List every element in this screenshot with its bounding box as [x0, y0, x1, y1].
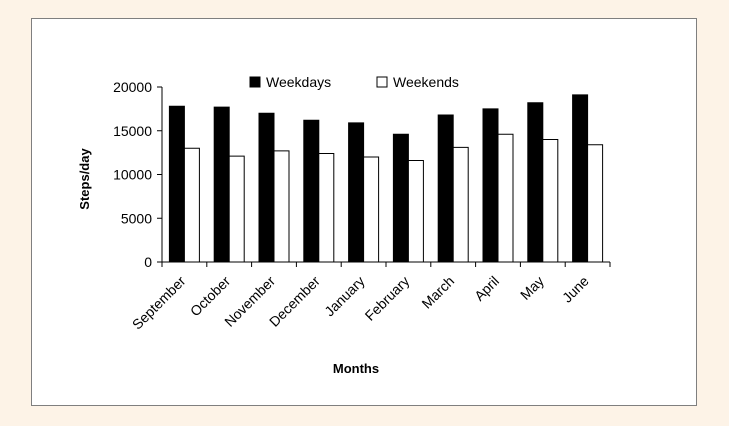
x-tick-label: May	[517, 273, 547, 303]
x-axis-title: Months	[333, 361, 379, 376]
bar-weekends	[273, 150, 290, 263]
bar-weekdays	[168, 105, 185, 263]
bar-weekends	[318, 153, 335, 263]
bar-weekends	[183, 147, 200, 263]
bar-weekdays	[303, 119, 320, 263]
bar-weekends	[407, 160, 424, 263]
y-axis-title: Steps/day	[77, 148, 92, 210]
bar-weekdays	[527, 102, 544, 263]
y-axis: 0 5000 10000 15000 20000	[113, 79, 163, 270]
bar-weekdays	[572, 94, 589, 263]
bar-weekends	[228, 155, 245, 263]
bar-weekdays	[213, 106, 230, 263]
legend-label-weekends: Weekends	[393, 74, 459, 90]
x-tick-label: March	[418, 273, 457, 312]
bar-weekdays	[482, 108, 499, 263]
bar-weekends	[497, 133, 514, 263]
bar-weekdays	[437, 114, 454, 263]
legend-swatch-weekends	[376, 76, 388, 88]
bars	[168, 94, 604, 263]
bar-weekdays	[392, 133, 409, 263]
y-tick-label: 10000	[113, 167, 152, 183]
y-tick-label: 20000	[113, 79, 152, 95]
bar-weekdays	[348, 122, 365, 263]
legend: Weekdays Weekends	[249, 74, 459, 90]
bar-chart: Weekdays Weekends 0 5000 10000 15000 20000 Se…	[77, 74, 611, 376]
bar-weekdays	[258, 112, 275, 263]
x-tick-label: April	[471, 273, 502, 304]
y-tick-label: 0	[144, 254, 152, 270]
x-tick-label: September	[129, 273, 189, 333]
x-axis: SeptemberOctoberNovemberDecemberJanuaryF…	[129, 261, 611, 333]
bar-weekends	[542, 139, 559, 263]
legend-swatch-weekdays	[249, 76, 261, 88]
legend-label-weekdays: Weekdays	[266, 74, 331, 90]
y-tick-label: 15000	[113, 123, 152, 139]
bar-weekends	[587, 144, 604, 263]
bar-weekends	[363, 156, 380, 263]
y-tick-label: 5000	[121, 210, 152, 226]
bar-weekends	[452, 146, 469, 263]
x-tick-label: February	[362, 273, 413, 324]
chart-frame: Weekdays Weekends 0 5000 10000 15000 20000 Se…	[31, 18, 697, 406]
x-tick-label: June	[559, 273, 592, 306]
